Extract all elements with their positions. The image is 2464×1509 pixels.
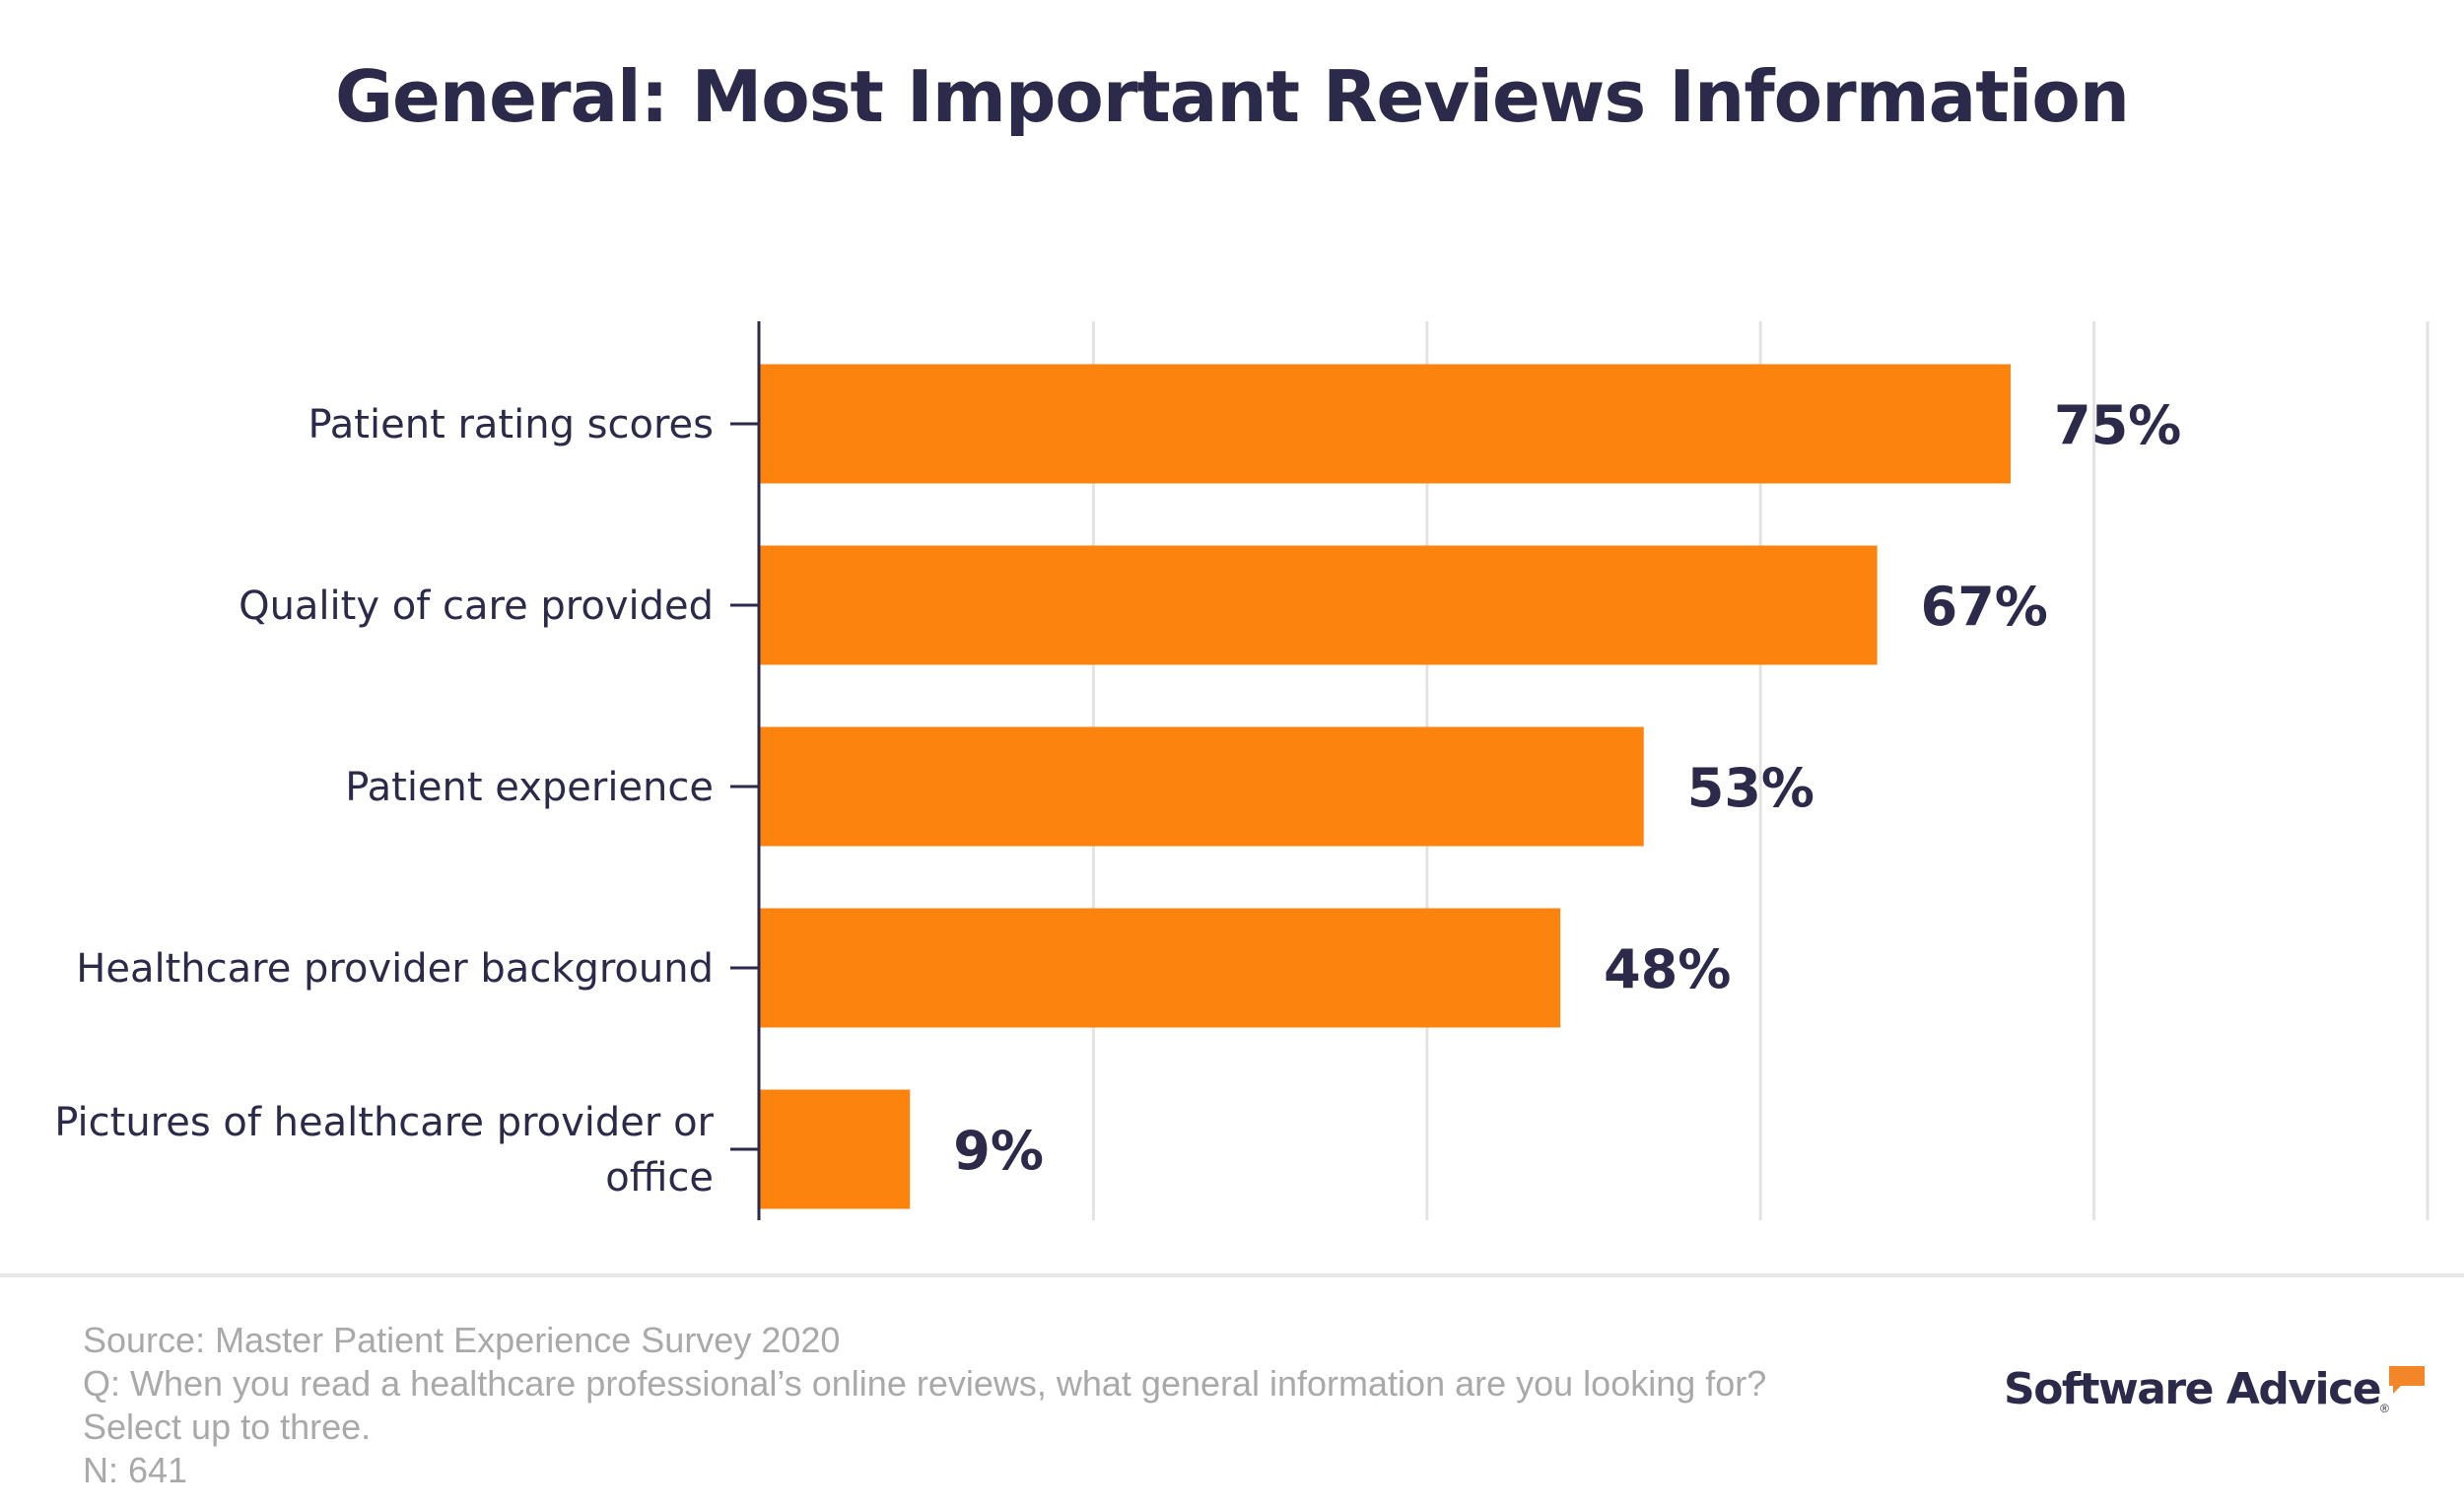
source-note: Source: Master Patient Experience Survey… (83, 1320, 841, 1360)
bar (760, 908, 1561, 1028)
sample-size-note: N: 641 (83, 1450, 188, 1490)
logo-text: Software Advice (2004, 1364, 2382, 1414)
chart-title: General: Most Important Reviews Informat… (334, 55, 2130, 138)
data-label: 75% (2054, 394, 2181, 456)
category-label: Patient experience (345, 765, 714, 810)
bar (760, 364, 2011, 484)
registered-mark: ® (2380, 1402, 2389, 1415)
question-note: Q: When you read a healthcare profession… (83, 1363, 1767, 1447)
bar (760, 545, 1878, 665)
category-label: Patient rating scores (308, 402, 714, 447)
category-label: Quality of care provided (239, 583, 714, 629)
software-advice-logo: Software Advice ® (2004, 1362, 2427, 1417)
bar-chart: 75% Patient rating scores 67% Quality of ca… (54, 321, 2430, 1220)
footer-notes: Source: Master Patient Experience Survey… (83, 1319, 1817, 1492)
category-label: Pictures of healthcare provider or office (54, 1100, 714, 1200)
footer-divider (0, 1273, 2464, 1277)
data-label: 9% (953, 1120, 1044, 1182)
category-label: Healthcare provider background (76, 946, 714, 992)
data-label: 53% (1687, 757, 1814, 819)
bar (760, 1089, 911, 1209)
bar (760, 726, 1644, 847)
data-label: 67% (1921, 576, 2048, 638)
speech-bubble-icon (2388, 1366, 2425, 1394)
data-label: 48% (1604, 938, 1731, 1000)
